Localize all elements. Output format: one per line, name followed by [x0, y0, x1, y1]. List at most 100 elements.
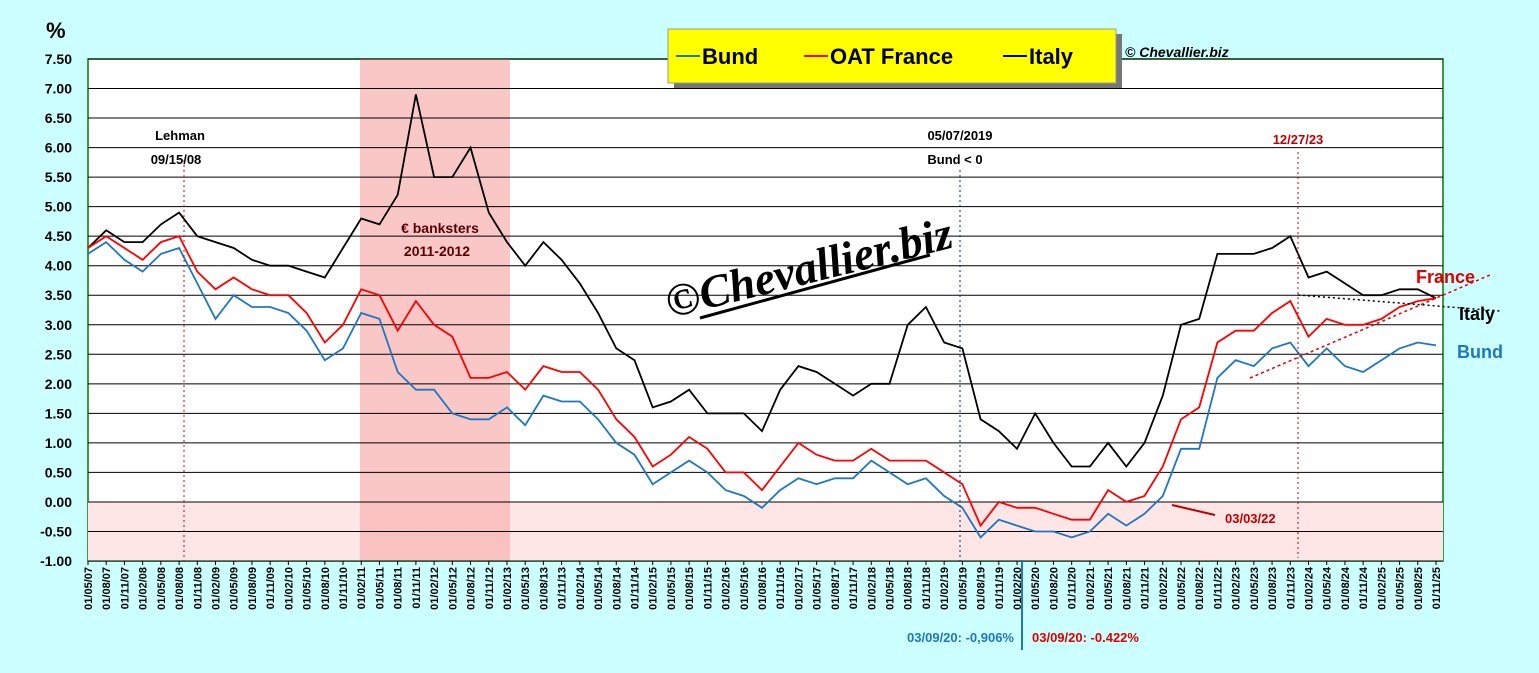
- trend-line: [1249, 274, 1491, 379]
- x-tick-label: 01/11/07: [119, 567, 131, 609]
- x-tick-label: 01/11/24: [1358, 566, 1370, 609]
- x-tick-label: 01/05/14: [593, 566, 605, 610]
- y-tick-label: 6.50: [45, 110, 72, 126]
- y-tick-label: 7.00: [45, 81, 72, 97]
- plot-area: [87, 58, 1444, 562]
- annotation: Lehman: [155, 128, 205, 143]
- x-tick-label: 01/05/13: [520, 567, 532, 610]
- x-tick-label: 01/02/08: [138, 567, 150, 610]
- x-tick-label: 01/11/22: [1212, 567, 1224, 609]
- x-tick-label: 01/11/20: [1067, 567, 1079, 609]
- y-tick-label: 2.00: [45, 376, 72, 392]
- x-tick-label: 01/05/25: [1395, 567, 1407, 610]
- x-tick-label: 01/02/23: [1231, 567, 1243, 610]
- x-tick-label: 01/05/15: [666, 567, 678, 610]
- x-tick-label: 01/08/13: [538, 567, 550, 610]
- y-tick-label: 5.50: [45, 169, 72, 185]
- decorations: [183, 152, 1501, 650]
- x-tick-label: 01/05/16: [739, 567, 751, 610]
- x-tick-label: 01/05/08: [156, 567, 168, 610]
- x-tick-label: 01/05/12: [447, 567, 459, 610]
- x-tick-label: 01/11/13: [557, 567, 569, 609]
- credit: © Chevallier.biz: [1125, 44, 1229, 60]
- x-tick-label: 01/08/21: [1121, 567, 1133, 610]
- x-tick-label: 01/02/16: [721, 567, 733, 610]
- lines: [87, 94, 1437, 539]
- x-tick-label: 01/02/22: [1158, 567, 1170, 610]
- trend-line: [1297, 294, 1501, 312]
- y-tick-label: 3.00: [45, 317, 72, 333]
- y-tick-label: 5.00: [45, 199, 72, 215]
- x-tick-label: 01/11/11: [411, 567, 423, 609]
- legend-label: Italy: [1029, 44, 1074, 69]
- watermark-underline: [699, 253, 931, 320]
- x-tick-label: 01/05/18: [885, 567, 897, 610]
- legend-label: OAT France: [830, 44, 953, 69]
- y-tick-label: 2.50: [45, 346, 72, 362]
- x-tick-label: 01/11/25: [1431, 567, 1443, 609]
- x-tick-label: 01/05/20: [1030, 567, 1042, 610]
- annotation: 2011-2012: [404, 243, 470, 259]
- y-unit: %: [46, 18, 66, 43]
- x-tick-label: 01/05/19: [957, 567, 969, 610]
- x-tick-label: 01/08/22: [1194, 567, 1206, 610]
- annotation: 05/07/2019: [927, 128, 992, 143]
- annotation: 03/09/20: -0,906%: [907, 630, 1014, 645]
- x-tick-label: 01/05/11: [374, 567, 386, 609]
- annotations: Lehman 09/15/08 € banksters 2011-2012 05/07/…: [151, 128, 1503, 645]
- x-tick-label: 01/11/10: [338, 567, 350, 609]
- x-tick-label: 01/05/07: [83, 567, 95, 610]
- annotation: 12/27/23: [1273, 132, 1324, 147]
- x-tick-label: 01/08/10: [320, 567, 332, 610]
- x-tick-label: 01/05/21: [1103, 567, 1115, 610]
- y-tick-label: 0.00: [45, 494, 72, 510]
- series-line: [87, 235, 1437, 528]
- annotation: € banksters: [401, 220, 479, 236]
- x-tick-label: 01/11/23: [1285, 567, 1297, 609]
- x-tick-label: 01/11/14: [629, 566, 641, 609]
- x-tick-label: 01/11/15: [702, 567, 714, 609]
- x-tick-label: 01/11/12: [484, 567, 496, 609]
- legend-items: Bund OAT France Italy: [676, 44, 1074, 69]
- x-tick-label: 01/08/23: [1267, 567, 1279, 610]
- x-tick-label: 01/08/17: [830, 567, 842, 610]
- x-tick-label: 01/02/14: [575, 566, 587, 610]
- annotation: Italy: [1459, 304, 1495, 324]
- x-tick-label: 01/08/25: [1413, 567, 1425, 610]
- annotation: 09/15/08: [151, 152, 202, 167]
- legend: [667, 28, 1117, 84]
- annotation: Bund: [1457, 342, 1503, 362]
- y-tick-label: 1.00: [45, 435, 72, 451]
- x-tick-label: 01/08/19: [976, 567, 988, 610]
- x-tick-label: 01/08/14: [611, 566, 623, 610]
- x-tick-label: 01/11/18: [921, 567, 933, 609]
- x-tick-label: 01/11/19: [994, 567, 1006, 609]
- x-tick-label: 01/08/15: [684, 567, 696, 610]
- y-tick-label: 6.00: [45, 140, 72, 156]
- x-tick-label: 01/08/12: [466, 567, 478, 610]
- x-tick-label: 01/02/10: [283, 567, 295, 610]
- x-tick-label: 01/02/18: [866, 567, 878, 610]
- x-tick-label: 01/11/08: [192, 567, 204, 609]
- x-tick-label: 01/02/12: [429, 567, 441, 610]
- series-line: [87, 94, 1437, 468]
- x-tick-label: 01/08/11: [393, 567, 405, 609]
- annotation: France: [1416, 267, 1475, 287]
- arrow: [1171, 504, 1216, 516]
- x-tick-label: 01/08/18: [903, 567, 915, 610]
- y-tick-label: 1.50: [45, 405, 72, 421]
- annotation: 03/09/20: -0.422%: [1032, 630, 1139, 645]
- grid: -1.00 -0.50 0.00 0.50 1.00 1.50 2.00 2.50 3.00 3.…: [40, 51, 1443, 610]
- x-tick-label: 01/02/09: [211, 567, 223, 610]
- x-tick-label: 01/05/10: [302, 567, 314, 610]
- x-tick-label: 01/02/11: [356, 567, 368, 609]
- x-tick-label: 01/02/13: [502, 567, 514, 610]
- x-tick-label: 01/08/08: [174, 567, 186, 610]
- y-tick-label: -1.00: [40, 553, 72, 569]
- x-tick-label: 01/02/15: [648, 567, 660, 610]
- x-tick-label: 01/08/24: [1340, 566, 1352, 610]
- y-tick-label: 3.50: [45, 287, 72, 303]
- x-tick-label: 01/02/19: [939, 567, 951, 610]
- x-tick-label: 01/05/22: [1176, 567, 1188, 610]
